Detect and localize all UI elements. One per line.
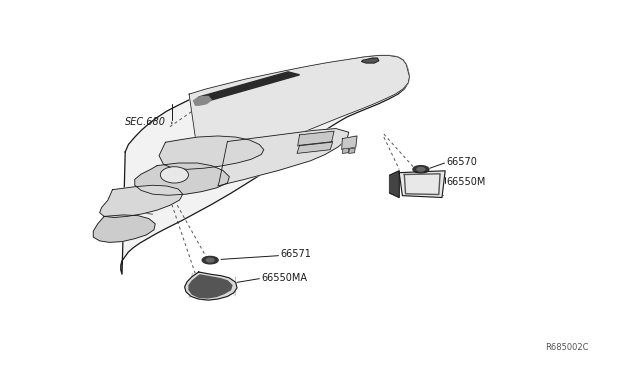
Polygon shape: [362, 58, 379, 63]
Polygon shape: [342, 148, 349, 153]
Text: 66571: 66571: [280, 249, 311, 259]
Text: 66550M: 66550M: [447, 177, 486, 187]
Polygon shape: [100, 185, 182, 218]
Polygon shape: [218, 129, 349, 186]
Ellipse shape: [417, 167, 425, 171]
Text: 66550MA: 66550MA: [261, 273, 307, 282]
Ellipse shape: [206, 258, 214, 262]
Polygon shape: [298, 131, 334, 146]
Polygon shape: [297, 141, 333, 153]
Text: SEC.680: SEC.680: [125, 117, 166, 127]
Polygon shape: [399, 171, 445, 198]
Polygon shape: [189, 275, 232, 298]
Polygon shape: [93, 215, 156, 242]
Polygon shape: [135, 163, 229, 195]
Text: R685002C: R685002C: [545, 343, 588, 352]
Polygon shape: [342, 136, 357, 150]
Polygon shape: [193, 96, 211, 105]
Polygon shape: [349, 148, 355, 153]
Polygon shape: [198, 72, 300, 100]
Text: 66570: 66570: [447, 157, 477, 167]
Polygon shape: [184, 272, 237, 300]
Polygon shape: [390, 171, 399, 198]
Polygon shape: [159, 136, 264, 169]
Polygon shape: [189, 55, 410, 169]
Polygon shape: [121, 55, 410, 274]
Ellipse shape: [202, 256, 218, 264]
Ellipse shape: [413, 166, 429, 173]
Circle shape: [161, 167, 188, 183]
